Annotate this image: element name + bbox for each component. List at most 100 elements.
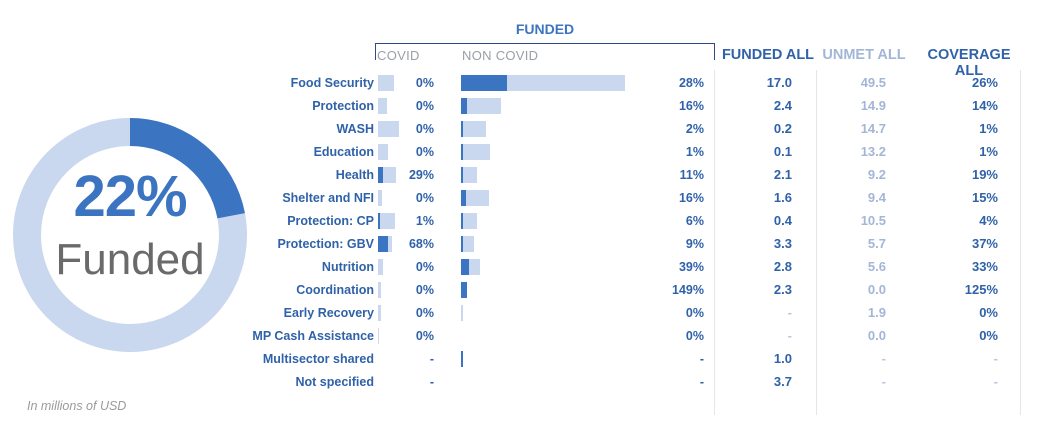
coverage-all-value: 0% [979,305,998,320]
covid-funded-bar [378,213,380,229]
noncovid-percent: 0% [685,329,704,343]
covid-percent: - [429,352,434,366]
noncovid-funded-bar [461,282,468,298]
covid-header: COVID [377,48,420,63]
sector-label: Multisector shared [262,352,374,366]
funded-all-value: 3.3 [773,236,792,251]
covid-requirement-bar [378,259,384,275]
unmet-all-value: 13.2 [860,144,886,159]
coverage-all-value: 14% [971,98,998,113]
funded-all-value: 2.8 [773,259,792,274]
funded-all-value: - [787,328,792,343]
funded-all-value: 1.0 [773,351,792,366]
noncovid-requirement-bar [461,144,490,160]
donut-funded-arc [129,118,245,219]
noncovid-percent: 149% [672,283,704,297]
coverage-all-value: 1% [979,121,998,136]
unmet-all-header: UNMET ALL [822,47,906,63]
noncovid-percent: 1% [685,145,704,159]
column-divider [816,70,817,415]
sector-label: Nutrition [321,260,374,274]
unmet-all-value: 0.0 [867,282,886,297]
noncovid-requirement-bar [461,305,464,321]
coverage-all-value: - [993,351,998,366]
funded-all-value: 2.4 [773,98,792,113]
sector-label: Protection [312,99,374,113]
sector-label: WASH [336,122,375,136]
noncovid-requirement-bar [461,98,501,114]
noncovid-requirement-bar [461,167,478,183]
covid-funded-bar [378,167,384,183]
sector-label: Early Recovery [283,306,374,320]
coverage-all-value: 33% [971,259,998,274]
covid-requirement-bar [378,213,395,229]
units-footnote: In millions of USD [27,399,127,413]
unmet-all-value: 1.9 [867,305,886,320]
coverage-all-value: 125% [964,282,998,297]
covid-requirement-bar [378,121,399,137]
noncovid-percent: 6% [685,214,704,228]
covid-percent: 0% [415,76,434,90]
noncovid-percent: 0% [685,306,704,320]
noncovid-funded-bar [461,236,463,252]
noncovid-funded-bar [461,98,468,114]
covid-requirement-bar [378,305,381,321]
noncovid-percent: 2% [685,122,704,136]
noncovid-funded-bar [461,190,466,206]
unmet-all-value: 49.5 [860,75,886,90]
funded-header: FUNDED [515,21,575,37]
noncovid-percent: 39% [678,260,704,274]
noncovid-requirement-bar [461,236,475,252]
unmet-all-value: 14.9 [860,98,886,113]
covid-percent: 1% [415,214,434,228]
covid-requirement-bar [378,282,381,298]
column-divider [714,70,715,415]
funded-all-value: 17.0 [766,75,792,90]
noncovid-percent: 16% [678,99,704,113]
covid-percent: 0% [415,191,434,205]
sector-label: Protection: CP [287,214,374,228]
covid-percent: 0% [415,260,434,274]
noncovid-requirement-bar [461,190,489,206]
funded-all-value: 0.1 [773,144,792,159]
coverage-all-value: 4% [979,213,998,228]
covid-percent: 0% [415,145,434,159]
funded-all-value: 0.4 [773,213,792,228]
covid-funded-bar [378,236,388,252]
noncovid-percent: 28% [678,76,704,90]
noncovid-percent: - [699,375,704,389]
funded-all-value: 2.1 [773,167,792,182]
funded-percent: 22% [73,164,187,229]
funded-all-value: 3.7 [773,374,792,389]
unmet-all-value: 5.6 [867,259,886,274]
covid-requirement-bar [378,190,382,206]
sector-label: Health [335,168,374,182]
unmet-all-value: - [881,351,886,366]
coverage-all-value: 1% [979,144,998,159]
covid-requirement-bar [378,328,379,344]
coverage-all-value: 37% [971,236,998,251]
funded-all-value: 0.2 [773,121,792,136]
unmet-all-value: - [881,374,886,389]
unmet-all-value: 10.5 [860,213,886,228]
funded-all-value: 1.6 [773,190,792,205]
sector-label: Food Security [290,76,374,90]
sector-label: Not specified [295,375,375,389]
noncovid-requirement-bar [461,213,478,229]
unmet-all-value: 14.7 [860,121,886,136]
noncovid-percent: 9% [685,237,704,251]
non-covid-header: NON COVID [462,48,539,63]
noncovid-funded-bar [461,144,463,160]
covid-percent: 29% [408,168,434,182]
covid-requirement-bar [378,98,388,114]
coverage-all-value: 15% [971,190,998,205]
column-divider [1020,70,1021,415]
covid-percent: 0% [415,329,434,343]
funded-label: Funded [55,235,205,284]
covid-percent: - [429,375,434,389]
funded-all-value: 2.3 [773,282,792,297]
noncovid-funded-bar [461,213,463,229]
unmet-all-value: 9.2 [867,167,886,182]
noncovid-percent: 16% [678,191,704,205]
noncovid-percent: - [699,352,704,366]
